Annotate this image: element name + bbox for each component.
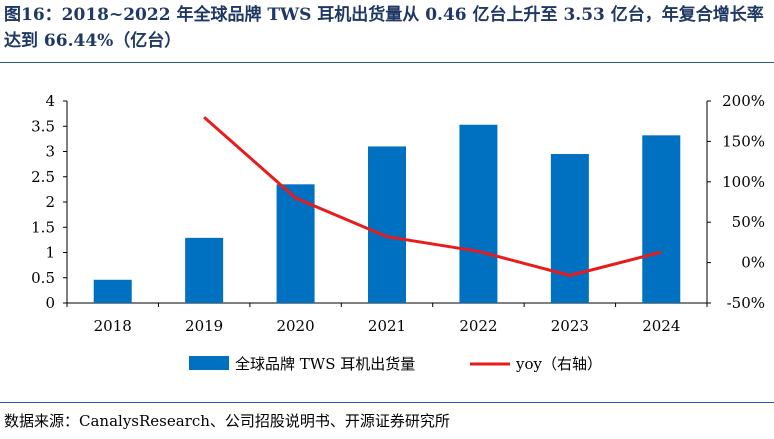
bar-2024 [642,135,681,303]
left-axis-tick-label: 3 [45,143,55,161]
legend-line-label: yoy（右轴） [515,355,602,373]
right-axis-tick-label: 0% [741,254,765,272]
left-axis-tick-label: 2.5 [31,168,55,186]
left-axis-tick-label: 0 [45,294,55,312]
left-axis-tick-label: 0.5 [31,269,55,287]
left-axis-tick-label: 2 [45,193,55,211]
x-axis-tick-label: 2020 [276,317,314,335]
x-axis-tick-label: 2022 [459,317,497,335]
left-axis-tick-label: 3.5 [31,117,55,135]
legend-bar-label: 全球品牌 TWS 耳机出货量 [235,355,415,373]
chart-title: 图16：2018~2022 年全球品牌 TWS 耳机出货量从 0.46 亿台上升… [4,5,764,51]
yoy-line [203,116,662,277]
combo-chart: 0 0.5 1 1.5 2 2.5 3 3.5 4 -50% 0% 50% 100% 150% 200% 20… [31,92,765,373]
right-axis-tick-label: 150% [722,132,765,150]
bar-2023 [550,154,589,303]
x-axis-tick-label: 2018 [94,317,132,335]
right-axis-tick-label: -50% [727,294,765,312]
bar-2019 [185,237,224,303]
x-axis-tick-label: 2023 [551,317,589,335]
title-divider [0,62,774,63]
right-axis-tick-label: 50% [732,213,765,231]
bar-2021 [368,146,406,303]
right-axis-tick-label: 100% [722,173,765,191]
bar-2022 [459,124,498,303]
left-axis-tick-label: 1.5 [31,218,55,236]
right-axis-tick-label: 200% [722,92,765,110]
x-axis-tick-label: 2021 [368,317,406,335]
legend-bar-swatch [189,356,229,370]
source-note: 数据来源：CanalysResearch、公司招股说明书、开源证券研究所 [4,412,450,430]
left-axis-tick-label: 1 [45,244,55,262]
x-axis-tick-label: 2019 [185,317,223,335]
left-axis-tick-label: 4 [45,92,55,110]
x-axis-tick-label: 2024 [642,317,680,335]
bar-2018 [93,279,132,303]
footer-divider [0,402,774,403]
